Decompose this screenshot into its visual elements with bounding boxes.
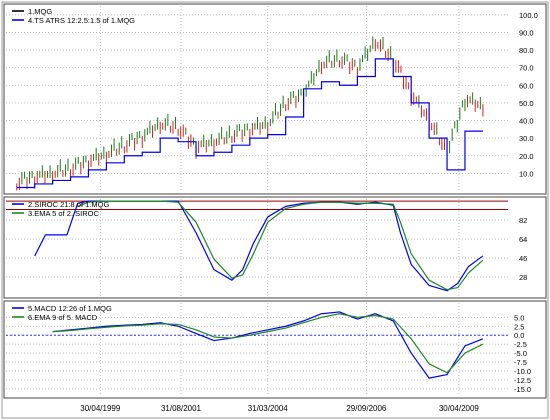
series-line-signal	[52, 313, 484, 374]
y-tick-label: -2.5	[514, 340, 527, 349]
y-tick-label: 28	[519, 273, 527, 282]
y-tick-label: -15.0	[514, 385, 531, 394]
y-tick-label: -7.5	[514, 358, 527, 367]
series-line-primary	[52, 311, 484, 379]
y-tick-label: 82	[519, 216, 527, 225]
macd-panel-frame	[3, 300, 547, 399]
mark-layer	[6, 36, 508, 379]
legend-label: 3.EMA 5 of 2. SIROC	[28, 209, 99, 218]
y-tick-label: -10.0	[514, 367, 531, 376]
y-tick-label: 100.0	[519, 11, 538, 20]
legend-label: 5.MACD 12:26 of 1.MQG	[28, 304, 112, 313]
y-tick-label: 20.0	[519, 152, 534, 161]
label-layer: 30/04/1999 31/08/2001 31/03/2004 29/09/2006…	[12, 7, 538, 413]
y-tick-label: 30.0	[519, 134, 534, 143]
y-tick-label: 90.0	[519, 28, 534, 37]
legend-label: 2.SIROC 21:8 of 1.MQG	[28, 200, 109, 209]
y-tick-label: -12.5	[514, 376, 531, 385]
y-tick-label: -5.0	[514, 349, 527, 358]
y-tick-label: 70.0	[519, 64, 534, 73]
legend-label: 4.TS ATRS 12:2.5:1.5 of 1.MQG	[28, 16, 135, 25]
price-panel-frame	[3, 3, 547, 195]
x-tick-label: 29/09/2006	[346, 404, 387, 413]
legend-label: 6.EMA 9 of 5. MACD	[28, 313, 98, 322]
y-tick-label: 64	[519, 235, 527, 244]
x-tick-label: 31/03/2004	[248, 404, 289, 413]
y-tick-label: 0.0	[514, 331, 524, 340]
series-line-primary	[34, 200, 484, 292]
y-tick-label: 80.0	[519, 46, 534, 55]
legend-label: 1.MQG	[28, 7, 52, 16]
y-tick-label: 46	[519, 254, 527, 263]
siroc-panel-frame	[3, 196, 547, 299]
x-tick-label: 30/04/1999	[80, 404, 121, 413]
y-tick-label: 10.0	[519, 169, 534, 178]
grid-layer	[6, 6, 508, 396]
y-tick-label: 2.5	[514, 322, 524, 331]
series-line-signal	[77, 200, 484, 291]
y-tick-label: 50.0	[519, 99, 534, 108]
y-tick-label: 5.0	[514, 313, 524, 322]
y-tick-label: 60.0	[519, 81, 534, 90]
trailing-stop-line	[16, 58, 483, 189]
x-tick-label: 31/08/2001	[161, 404, 202, 413]
y-tick-label: 40.0	[519, 117, 534, 126]
x-tick-label: 30/04/2009	[439, 404, 480, 413]
